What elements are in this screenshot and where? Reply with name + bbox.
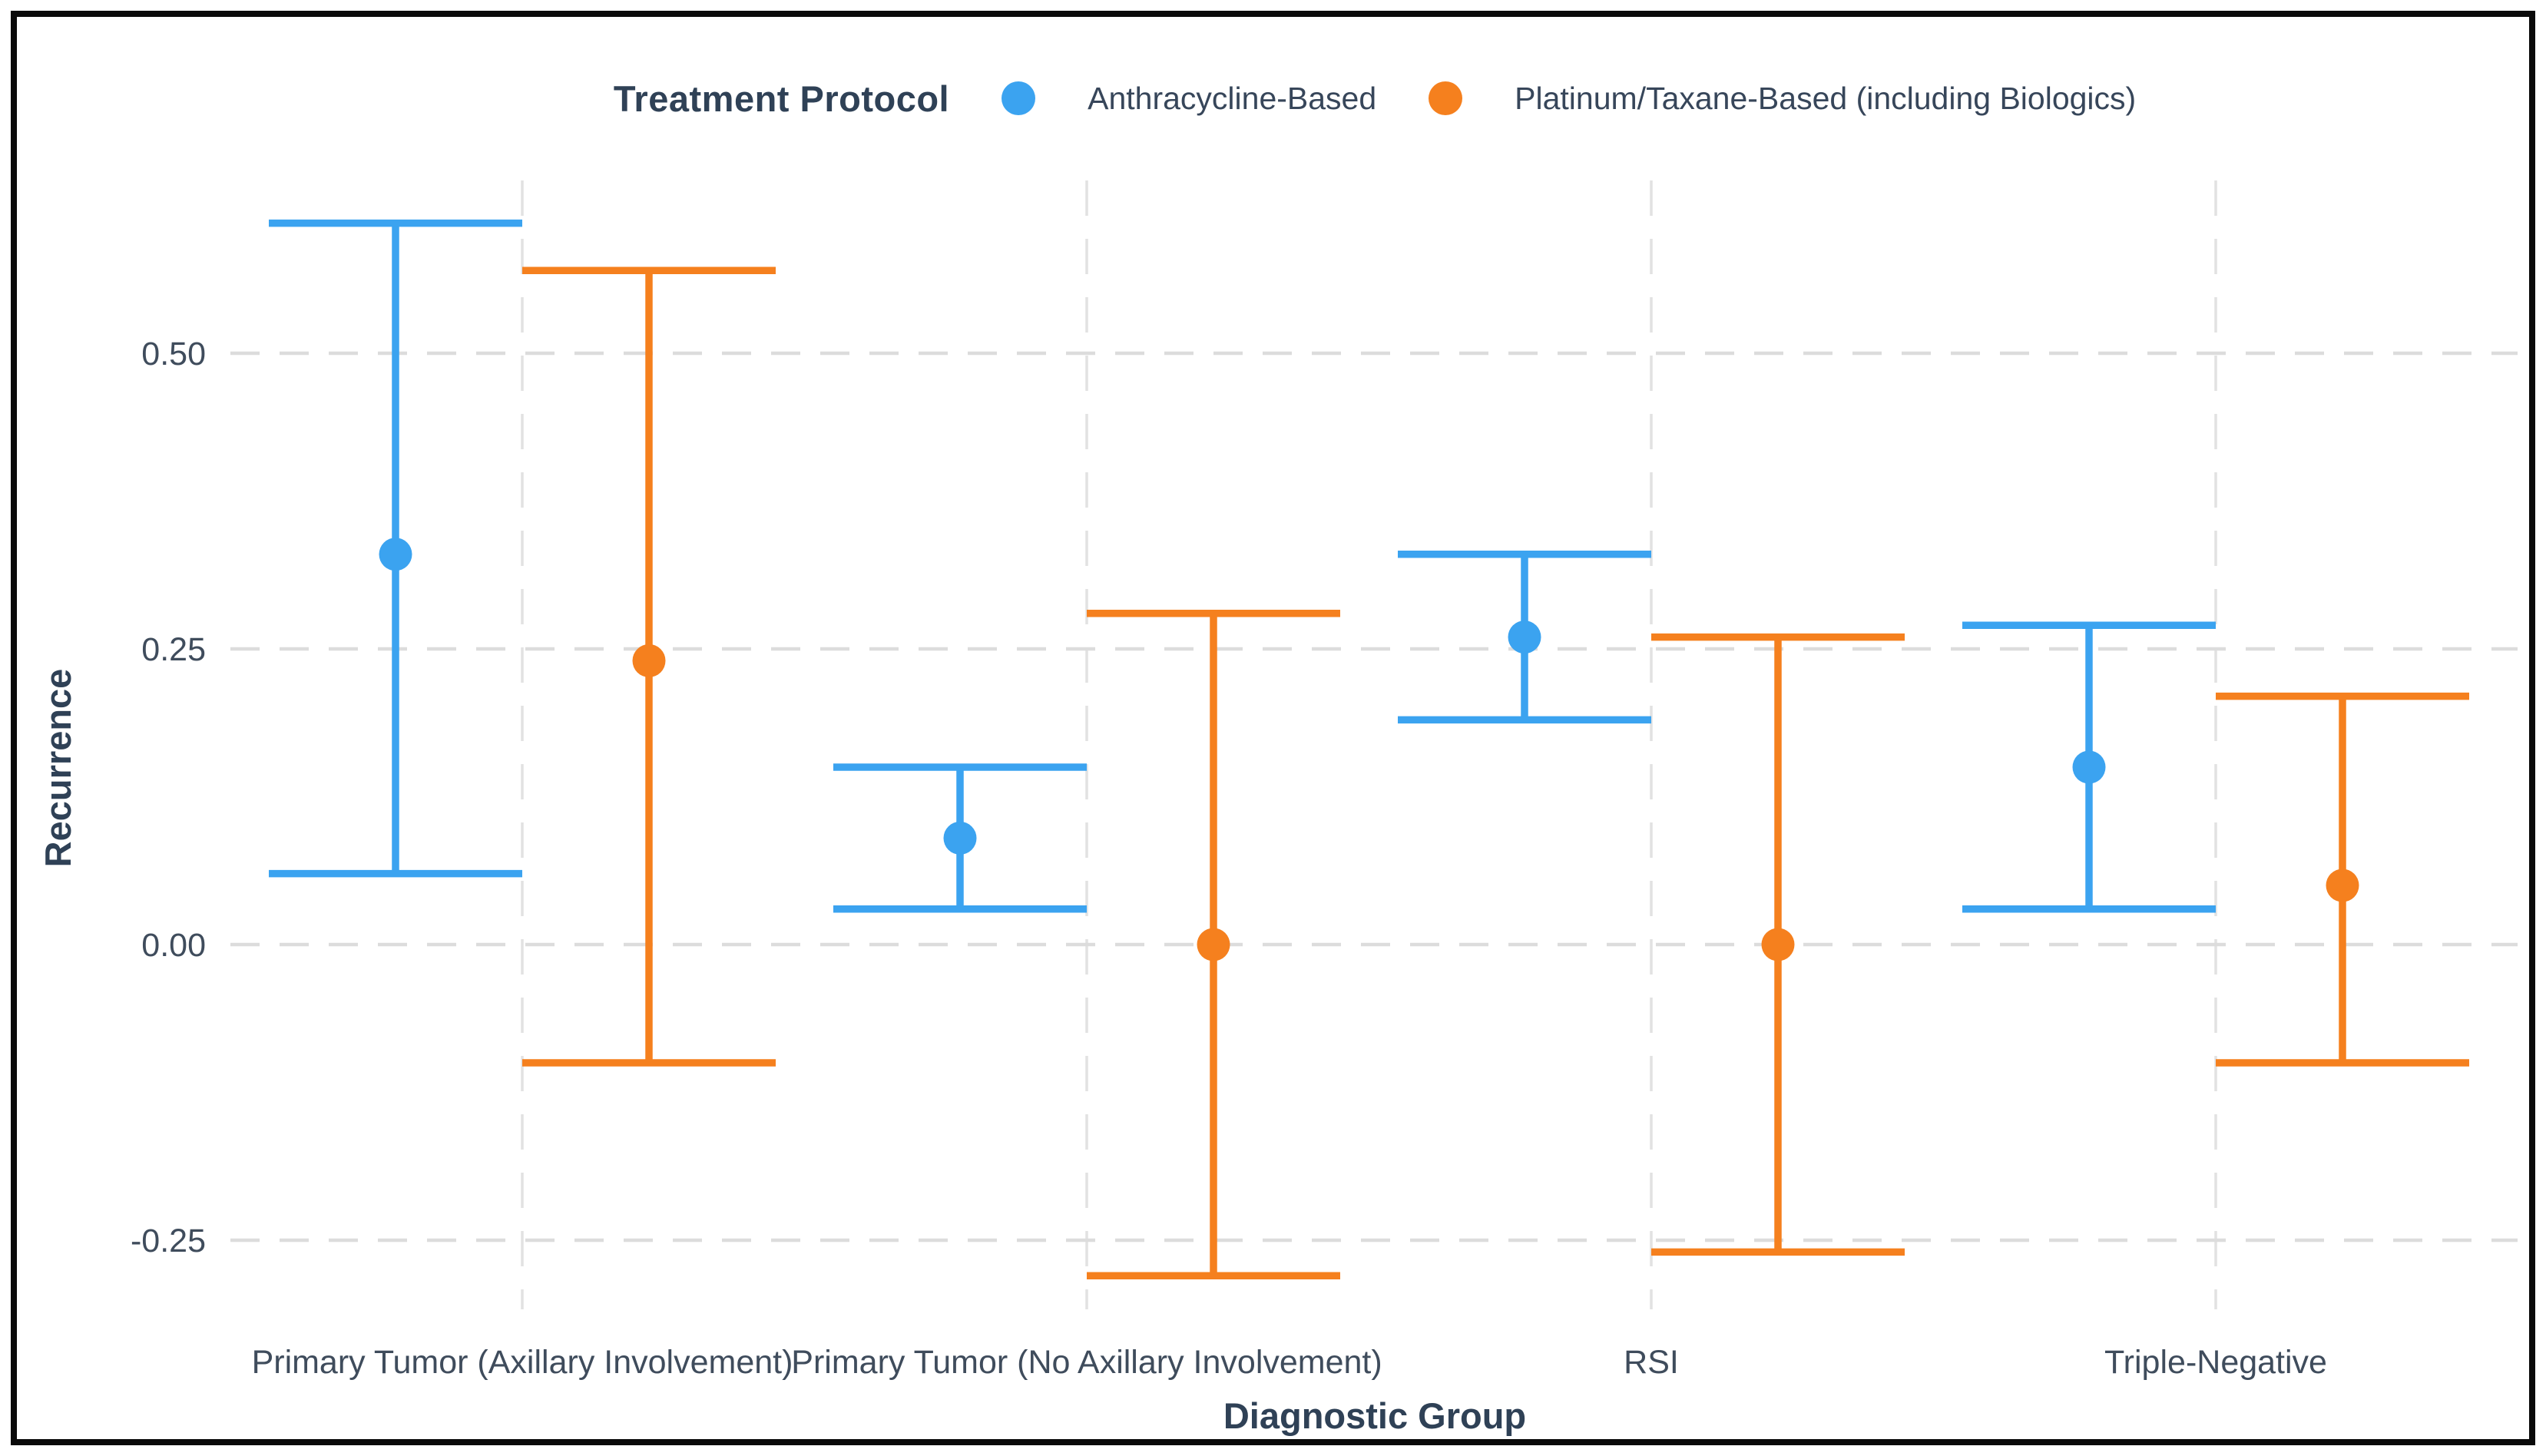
- data-point-marker[interactable]: [379, 538, 412, 571]
- y-tick-label: 0.25: [141, 631, 206, 668]
- legend-item-anthracycline[interactable]: Anthracycline-Based: [1002, 81, 1376, 117]
- data-point-marker[interactable]: [2072, 750, 2106, 784]
- x-axis-title: Diagnostic Group: [1223, 1395, 1526, 1436]
- y-tick-label: 0.00: [141, 927, 206, 964]
- y-tick-label: -0.25: [131, 1223, 206, 1259]
- x-tick-label: Triple-Negative: [2104, 1344, 2327, 1381]
- data-point-marker[interactable]: [1761, 928, 1795, 961]
- legend-dot-orange-icon: [1429, 81, 1463, 115]
- legend-item-label: Anthracycline-Based: [1088, 80, 1377, 116]
- data-point-marker[interactable]: [632, 644, 666, 677]
- y-axis-title: Recurrence: [38, 669, 78, 868]
- x-tick-label: Primary Tumor (No Axillary Involvement): [791, 1344, 1382, 1381]
- data-point-marker[interactable]: [1197, 928, 1230, 961]
- x-tick-label: RSI: [1624, 1344, 1679, 1381]
- x-tick-label: Primary Tumor (Axillary Involvement): [252, 1344, 793, 1381]
- data-point-marker[interactable]: [1508, 620, 1541, 654]
- legend-item-label: Platinum/Taxane-Based (including Biologi…: [1515, 80, 2137, 116]
- data-point-marker[interactable]: [943, 821, 977, 855]
- y-tick-label: 0.50: [141, 336, 206, 372]
- legend-title: Treatment Protocol: [613, 78, 950, 119]
- figure-border: [11, 11, 2535, 1445]
- legend-dot-blue-icon: [1002, 81, 1036, 115]
- legend: Treatment Protocol Anthracycline-Based P…: [230, 71, 2519, 126]
- legend-item-platinum-taxane[interactable]: Platinum/Taxane-Based (including Biologi…: [1429, 81, 2136, 117]
- data-point-marker[interactable]: [2326, 869, 2359, 902]
